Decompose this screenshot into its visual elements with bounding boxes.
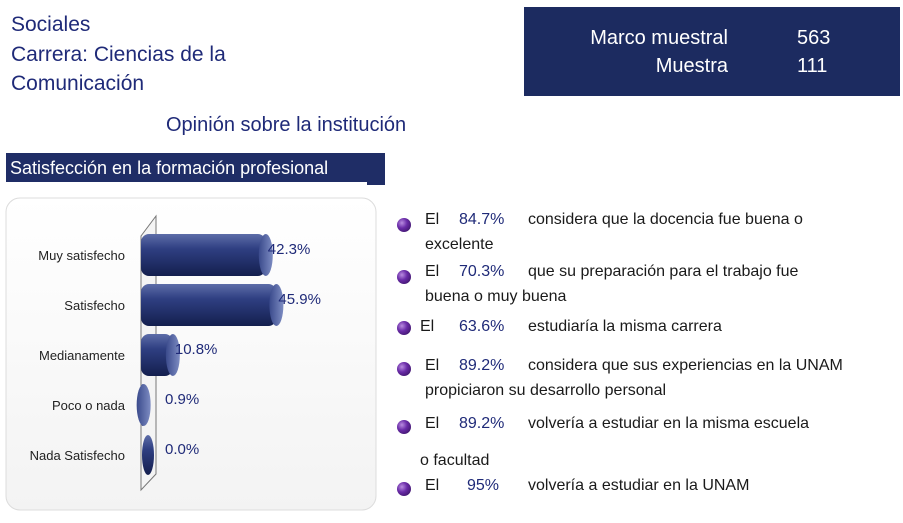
statement-percent: 63.6% <box>459 318 505 335</box>
statement-el: El <box>425 263 440 280</box>
bullet-icon <box>397 420 411 434</box>
bar-value-label: 45.9% <box>278 291 321 308</box>
bullet-icon <box>397 218 411 232</box>
statement-el: El <box>420 318 435 335</box>
statement-el: El <box>425 415 440 432</box>
statement-continuation: excelente <box>425 236 494 253</box>
category-label: Muy satisfecho <box>38 248 125 263</box>
statement-percent: 89.2% <box>459 357 505 374</box>
section-title-bar: Satisfección en la formación profesional <box>6 153 385 185</box>
muestra-value: 111 <box>797 55 828 77</box>
bar-cap <box>258 234 273 276</box>
bar-value-label: 42.3% <box>268 241 311 258</box>
bar <box>142 435 154 475</box>
bar-value-label: 0.9% <box>165 391 199 408</box>
header-line-3: Comunicación <box>11 72 145 95</box>
bullet-icon <box>397 362 411 376</box>
category-label: Medianamente <box>39 348 125 363</box>
statement-text: volvería a estudiar en la UNAM <box>528 477 750 494</box>
bullet-icon <box>397 270 411 284</box>
bar-value-label: 0.0% <box>165 441 199 458</box>
category-label: Poco o nada <box>52 398 126 413</box>
muestra-row: Muestra 111 <box>524 55 900 83</box>
bar <box>141 334 173 376</box>
category-label: Nada Satisfecho <box>30 448 125 463</box>
satisfaction-chart: Muy satisfecho 42.3% Satisfecho 45.9% Median… <box>0 196 382 514</box>
statement-text: que su preparación para el trabajo fue <box>528 263 799 280</box>
marco-muestral-value: 563 <box>797 27 831 49</box>
statement-percent: 89.2% <box>459 415 505 432</box>
chart-frame <box>5 197 377 511</box>
bullet-icon <box>397 321 411 335</box>
statement-el: El <box>425 211 440 228</box>
statement-continuation: o facultad <box>420 452 490 469</box>
sample-stats-box: Marco muestral 563 Muestra 111 <box>524 7 900 96</box>
statement-el: El <box>425 357 440 374</box>
bar-cap <box>165 334 180 376</box>
header-title: Sociales Carrera: Ciencias de la Comunic… <box>11 10 226 99</box>
bullet-icon <box>397 482 411 496</box>
statement-text: considera que sus experiencias en la UNA… <box>528 357 843 374</box>
statement-text: volvería a estudiar en la misma escuela <box>528 415 810 432</box>
muestra-label: Muestra <box>655 55 728 77</box>
bar <box>141 234 266 276</box>
marco-muestral-label: Marco muestral <box>590 27 728 49</box>
statement-text: considera que la docencia fue buena o <box>528 211 803 228</box>
chart-svg: Muy satisfecho 42.3% Satisfecho 45.9% Median… <box>5 197 377 511</box>
bar <box>141 284 277 326</box>
category-label: Satisfecho <box>64 298 125 313</box>
statement-percent: 84.7% <box>459 211 505 228</box>
page-subtitle: Opinión sobre la institución <box>166 114 407 136</box>
statement-continuation: propiciaron su desarrollo personal <box>425 382 667 399</box>
statement-continuation: buena o muy buena <box>425 288 567 305</box>
bar-cap <box>269 284 284 326</box>
statement-percent: 95% <box>467 477 500 494</box>
statement-text: estudiaría la misma carrera <box>528 318 722 335</box>
statement-el: El <box>425 477 440 494</box>
statement-percent: 70.3% <box>459 263 505 280</box>
header-line-2: Carrera: Ciencias de la <box>11 42 226 66</box>
marco-muestral-row: Marco muestral 563 <box>524 27 900 55</box>
header-line-1: Sociales <box>11 13 91 36</box>
bar-value-label: 10.8% <box>175 341 218 358</box>
bar-cap <box>136 384 151 426</box>
